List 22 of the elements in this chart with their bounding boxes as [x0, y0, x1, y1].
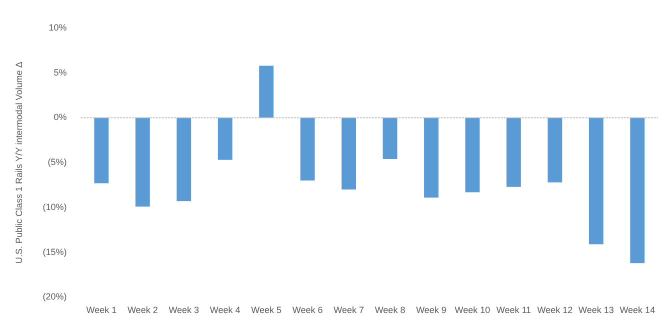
x-tick-label: Week 8 [374, 305, 406, 316]
y-tick-label: 0% [54, 112, 67, 122]
x-tick-label: Week 14 [620, 305, 656, 316]
y-tick-label: 10% [48, 22, 67, 32]
x-tick-label: Week 1 [86, 305, 117, 316]
y-tick-label: 5% [54, 67, 67, 78]
y-axis-title: U.S. Public Class 1 Rails Y/Y intermodal Volume Δ [14, 62, 24, 264]
x-tick-label: Week 2 [127, 305, 158, 316]
x-tick-label: Week 12 [537, 305, 573, 316]
x-tick-label: Week 7 [334, 305, 364, 316]
y-tick-label: (5%) [48, 157, 67, 168]
x-tick-label: Week 3 [168, 305, 200, 316]
x-tick-label: Week 13 [578, 305, 614, 316]
y-tick-label: (15%) [42, 246, 67, 257]
x-tick-label: Week 6 [292, 305, 323, 316]
x-tick-label: Week 5 [251, 305, 282, 316]
x-tick-label: Week 9 [416, 305, 446, 316]
y-tick-label: (20%) [42, 292, 67, 302]
y-tick-label: (10%) [42, 202, 67, 212]
x-tick-label: Week 10 [454, 305, 490, 316]
x-tick-label: Week 11 [496, 305, 532, 316]
x-tick-label: Week 4 [210, 305, 240, 316]
